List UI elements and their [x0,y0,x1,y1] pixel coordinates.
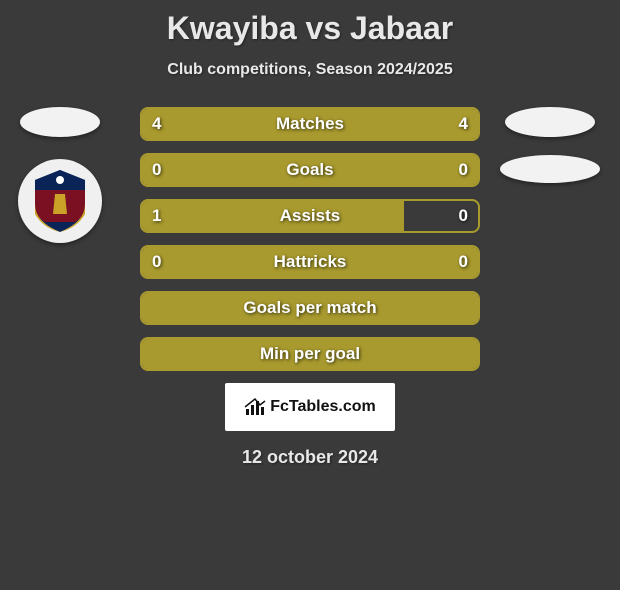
subtitle: Club competitions, Season 2024/2025 [0,61,620,79]
stat-row: Hattricks00 [140,245,480,279]
stat-value-right: 0 [459,201,468,231]
stat-row: Goals00 [140,153,480,187]
stat-fill-right [310,109,478,139]
right-player-avatar [505,107,595,137]
page-title: Kwayiba vs Jabaar [0,10,620,47]
stat-row: Min per goal [140,337,480,371]
left-player-column [20,107,100,243]
comparison-bars: Matches44 Goals00 Assists10 Hattricks00 Goal… [140,107,480,371]
stat-fill-left [142,155,310,185]
right-player-column [500,107,600,183]
stat-row: Goals per match [140,291,480,325]
date-label: 12 october 2024 [0,447,620,468]
comparison-content: Matches44 Goals00 Assists10 Hattricks00 Goal… [0,107,620,371]
stat-fill-left [142,201,404,231]
stat-fill-left [142,109,310,139]
stat-fill-right [310,155,478,185]
stat-row: Matches44 [140,107,480,141]
left-club-badge [18,159,102,243]
stat-fill-left [142,339,478,369]
chart-icon [244,397,266,417]
stat-row: Assists10 [140,199,480,233]
left-player-avatar [20,107,100,137]
site-badge[interactable]: FcTables.com [225,383,395,431]
stat-fill-left [142,247,310,277]
club-badge-icon [25,166,95,236]
site-name: FcTables.com [270,398,376,416]
stat-fill-left [142,293,478,323]
right-club-avatar [500,155,600,183]
stat-fill-right [310,247,478,277]
